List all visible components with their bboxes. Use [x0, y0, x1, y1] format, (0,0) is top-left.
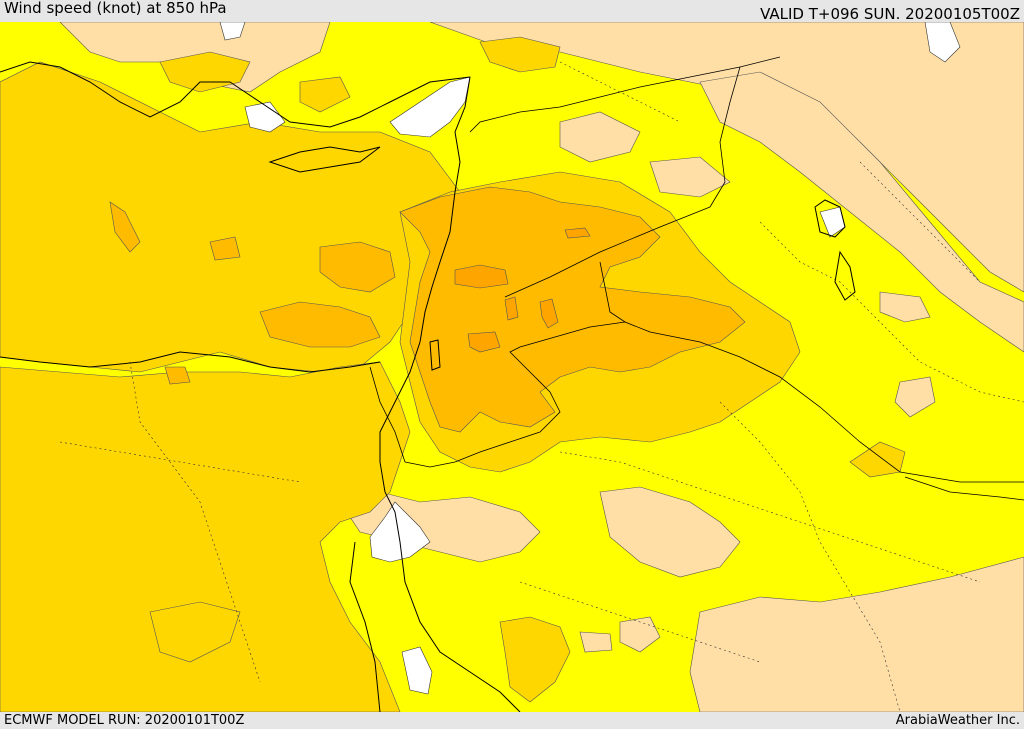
model-run-label: ECMWF MODEL RUN: 20200101T00Z	[4, 713, 245, 728]
wind-band-light	[59, 22, 1024, 712]
map-header: Wind speed (knot) at 850 hPa VALID T+096…	[0, 0, 1024, 23]
map-footer: ECMWF MODEL RUN: 20200101T00Z ArabiaWeat…	[0, 712, 1024, 729]
wind-band-amber	[109, 186, 746, 433]
valid-time: VALID T+096 SUN. 20200105T00Z	[760, 5, 1020, 23]
admin-boundaries	[59, 61, 1024, 712]
calm-areas	[219, 22, 961, 695]
credit-label: ArabiaWeather Inc.	[895, 713, 1020, 728]
map-title: Wind speed (knot) at 850 hPa	[4, 0, 227, 17]
coastlines	[0, 61, 856, 712]
wind-speed-map	[0, 22, 1024, 712]
country-borders	[369, 56, 1024, 501]
wind-band-orange	[454, 227, 591, 353]
